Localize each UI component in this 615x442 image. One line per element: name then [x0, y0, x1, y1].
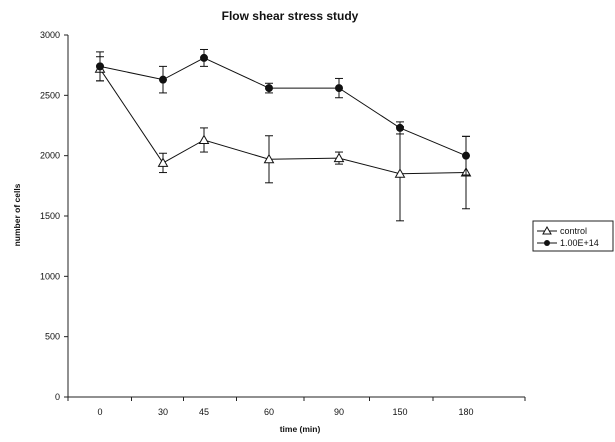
legend-label: 1.00E+14: [560, 238, 599, 248]
chart-title: Flow shear stress study: [222, 9, 359, 23]
y-tick-label: 2000: [40, 151, 60, 161]
x-tick-label: 45: [199, 407, 209, 417]
y-tick-label: 2500: [40, 90, 60, 100]
axes: 0 500 1000 1500 2000 2500 3000 0 30 45 60 90 150 180: [40, 30, 526, 417]
y-tick-label: 0: [55, 392, 60, 402]
x-tick-label: 30: [158, 407, 168, 417]
data-point-triangle: [333, 152, 345, 163]
legend-label: control: [560, 226, 587, 236]
series-treated: [96, 48, 470, 176]
data-point-triangle: [394, 168, 406, 178]
y-tick-label: 3000: [40, 30, 60, 40]
y-tick-label: 1500: [40, 211, 60, 221]
data-point-triangle: [157, 157, 169, 167]
x-tick-label: 90: [334, 407, 344, 417]
x-tick-label: 60: [264, 407, 274, 417]
series-control: [94, 56, 472, 222]
x-axis-label: time (min): [280, 424, 321, 434]
data-point-circle: [265, 84, 273, 93]
legend-marker-triangle: [542, 225, 552, 235]
data-point-circle: [396, 123, 404, 132]
data-point-circle: [159, 75, 167, 84]
legend-box: [532, 220, 614, 252]
data-point-triangle: [263, 153, 275, 164]
y-axis-label: number of cells: [12, 183, 22, 246]
y-tick-label: 500: [45, 332, 60, 342]
x-tick-label: 150: [392, 407, 407, 417]
series-layer: [94, 48, 472, 222]
data-point-circle: [96, 62, 104, 71]
data-point-circle: [200, 53, 208, 62]
data-point-triangle: [198, 134, 210, 144]
legend: control 1.00E+14: [532, 220, 614, 252]
series-line: [99, 68, 467, 175]
data-point-circle: [462, 151, 470, 160]
y-tick-label: 1000: [40, 271, 60, 281]
legend-marker-circle: [544, 240, 550, 246]
x-tick-label: 0: [97, 407, 102, 417]
x-tick-label: 180: [458, 407, 473, 417]
data-point-circle: [335, 84, 343, 93]
series-line: [99, 57, 467, 157]
